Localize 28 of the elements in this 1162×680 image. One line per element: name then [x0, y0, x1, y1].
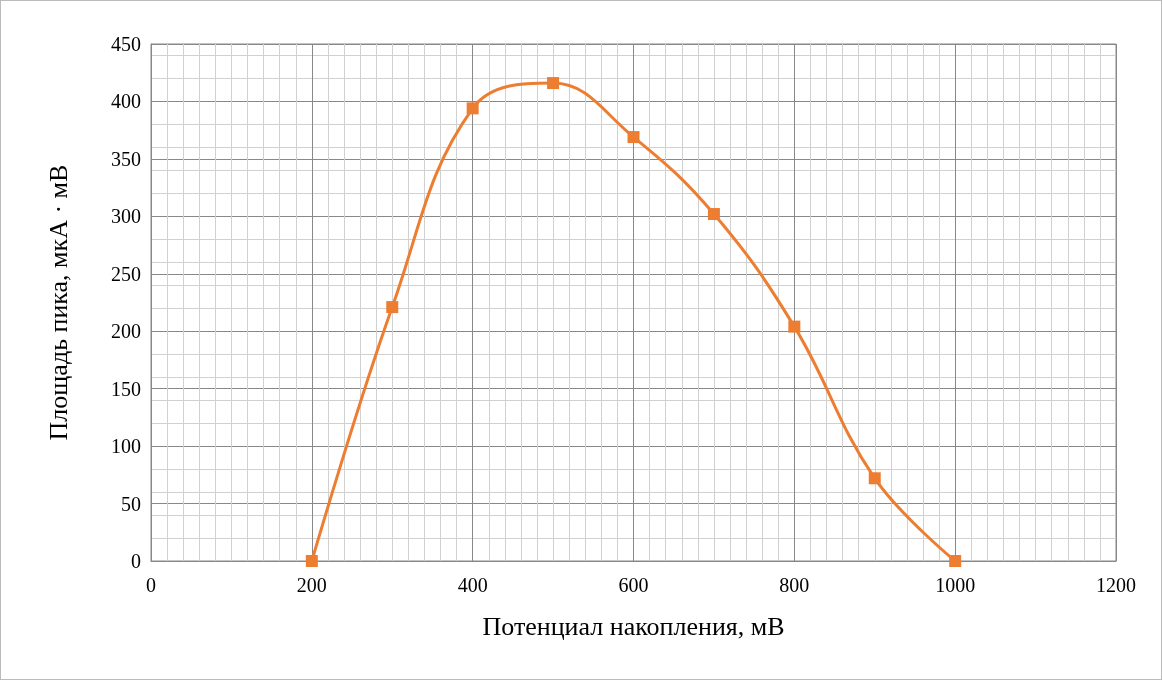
x-tick-label: 1000	[935, 574, 976, 596]
point	[305, 555, 318, 567]
y-tick-label: 400	[111, 90, 141, 113]
x-axis-title: Потенциал накопления, мВ	[482, 611, 785, 641]
y-tick-label: 0	[131, 550, 141, 572]
y-tick-label: 350	[111, 147, 141, 170]
y-tick-label: 150	[111, 377, 141, 400]
y-tick-label: 250	[111, 262, 141, 285]
y-tick-label: 50	[121, 492, 141, 515]
x-tick-label: 200	[296, 574, 327, 596]
x-tick-label: 400	[457, 574, 488, 596]
point	[707, 208, 720, 221]
point	[547, 77, 560, 90]
point	[788, 320, 801, 333]
point	[868, 472, 881, 485]
y-tick-label: 300	[111, 205, 141, 228]
x-tick-label: 800	[779, 574, 810, 596]
x-tick-label: 600	[618, 574, 649, 596]
point	[627, 131, 640, 144]
point	[386, 301, 399, 314]
x-tick-label: 0	[146, 574, 156, 596]
x-tick-label: 1200	[1096, 574, 1136, 596]
point	[466, 102, 479, 115]
y-tick-label: 100	[111, 435, 141, 458]
point	[949, 555, 962, 567]
y-tick-label: 200	[111, 320, 141, 343]
y-axis-title: Площадь пика, мкА · мВ	[43, 164, 73, 441]
y-tick-label: 450	[111, 33, 141, 55]
